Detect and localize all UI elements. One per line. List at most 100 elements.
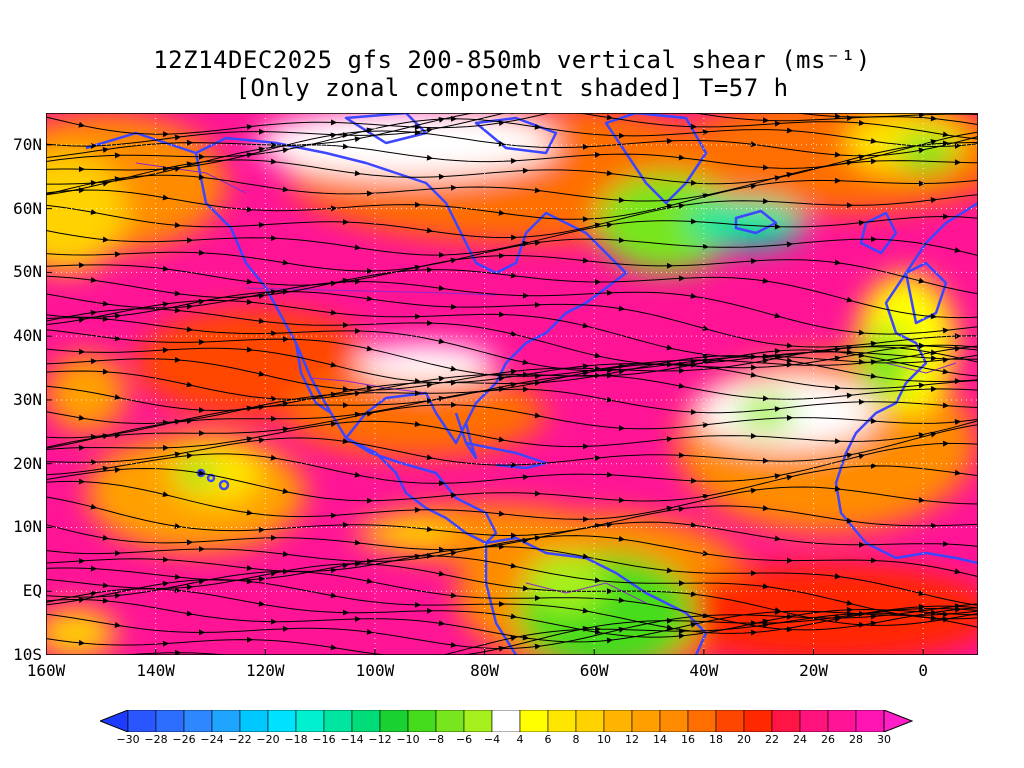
stream-arrowhead — [282, 488, 290, 494]
stream-arrowhead — [271, 534, 278, 541]
colorbar-label: −12 — [368, 733, 392, 746]
stream-arrowhead — [666, 203, 674, 210]
colorbar-swatch — [659, 710, 689, 732]
stream-arrowhead — [534, 490, 542, 497]
stream-arrowhead — [918, 277, 926, 284]
stream-arrowhead — [870, 373, 878, 379]
stream-arrowhead — [282, 147, 290, 154]
stream-arrowhead — [198, 339, 206, 346]
stream-arrowhead — [186, 418, 194, 425]
stream-arrowhead — [511, 234, 518, 241]
stream-arrowhead — [451, 379, 458, 386]
stream-arrowhead — [510, 613, 518, 620]
stream-arrowhead — [534, 187, 542, 194]
stream-arrowhead — [679, 580, 686, 587]
stream-arrowhead — [163, 131, 170, 138]
colorbar-label: −30 — [116, 733, 140, 746]
stream-arrowhead — [786, 613, 794, 620]
stream-arrowhead — [258, 222, 266, 229]
stream-arrowhead — [870, 359, 878, 366]
stream-arrowhead — [954, 333, 962, 340]
stream-arrowhead — [162, 301, 170, 308]
stream-arrowhead — [258, 404, 266, 411]
colorbar-swatch — [183, 710, 213, 732]
stream-arrowhead — [523, 386, 530, 393]
stream-arrowhead — [595, 626, 602, 633]
stream-arrowhead — [954, 568, 962, 575]
stream-arrowhead — [678, 367, 686, 374]
stream-arrowhead — [762, 117, 770, 124]
stream-arrowhead — [595, 278, 602, 285]
streamline — [46, 535, 978, 578]
stream-arrowhead — [942, 368, 950, 375]
stream-arrowhead — [618, 597, 626, 604]
lat-label: 50N — [13, 262, 42, 282]
stream-arrowhead — [678, 506, 686, 513]
stream-arrowhead — [162, 491, 170, 498]
stream-arrowhead — [510, 562, 518, 569]
stream-arrowhead — [330, 644, 338, 651]
streamline — [46, 269, 978, 319]
streamline — [46, 598, 978, 643]
stream-arrowhead — [450, 365, 458, 372]
stream-arrowhead — [330, 391, 338, 398]
lat-label: 10S — [13, 645, 42, 664]
stream-arrowhead — [870, 158, 878, 165]
stream-arrowhead — [510, 382, 518, 388]
stream-arrowhead — [930, 355, 938, 361]
stream-arrowhead — [666, 138, 674, 145]
stream-arrowhead — [690, 590, 698, 597]
stream-arrowhead — [162, 640, 170, 647]
streamline — [46, 442, 978, 484]
stream-arrowhead — [510, 330, 518, 337]
lon-label: 160W — [26, 661, 66, 680]
colorbar-swatch — [855, 710, 885, 732]
stream-arrowhead — [870, 620, 878, 627]
stream-arrowhead — [198, 406, 206, 413]
stream-arrowhead — [499, 543, 506, 550]
colorbar-label: −8 — [427, 733, 445, 746]
stream-arrowhead — [858, 398, 866, 405]
stream-arrowhead — [439, 546, 446, 553]
stream-arrowhead — [114, 622, 122, 628]
colorbar-label: −14 — [340, 733, 364, 746]
stream-arrowhead — [942, 440, 950, 447]
stream-arrowhead — [258, 600, 266, 607]
stream-arrowhead — [678, 452, 686, 459]
stream-arrowhead — [942, 611, 950, 618]
stream-arrowhead — [162, 347, 170, 354]
streamline — [46, 308, 978, 366]
stream-arrowhead — [102, 236, 110, 243]
stream-arrowhead — [354, 136, 362, 143]
stream-arrowhead — [258, 576, 266, 583]
stream-arrowhead — [186, 539, 194, 546]
stream-arrowhead — [583, 443, 590, 450]
stream-arrowhead — [834, 355, 842, 362]
stream-arrowhead — [498, 252, 506, 259]
stream-arrowhead — [330, 132, 338, 139]
colorbar-swatch — [155, 710, 185, 732]
colorbar-label: 26 — [821, 733, 835, 746]
stream-arrowhead — [606, 114, 614, 121]
lon-label: 80W — [470, 661, 500, 680]
stream-arrowhead — [162, 580, 170, 587]
stream-arrowhead — [342, 521, 350, 528]
stream-arrowhead — [618, 368, 626, 375]
stream-arrowhead — [114, 550, 122, 557]
stream-arrowhead — [942, 327, 950, 334]
stream-arrowhead — [114, 251, 122, 258]
stream-arrowhead — [786, 414, 794, 421]
gridlines — [46, 113, 978, 655]
stream-arrowhead — [834, 573, 842, 580]
stream-arrowhead — [942, 131, 950, 138]
streamline — [46, 388, 978, 449]
stream-arrowhead — [846, 344, 854, 351]
stream-arrowhead — [594, 455, 602, 462]
stream-arrowhead — [943, 213, 950, 220]
stream-arrowhead — [366, 411, 374, 417]
streamline — [46, 363, 978, 425]
stream-arrowhead — [606, 521, 614, 528]
streamline — [46, 578, 978, 634]
streamline — [46, 346, 978, 391]
streamline — [46, 113, 978, 159]
